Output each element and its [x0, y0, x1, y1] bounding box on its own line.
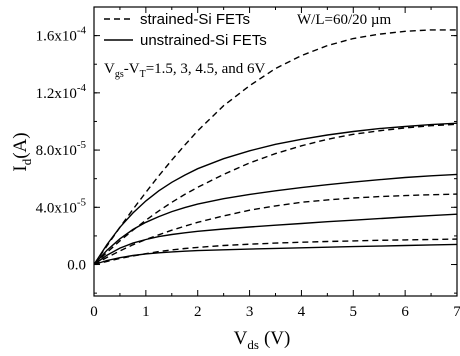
strained-curve-3 [93, 29, 457, 265]
legend: strained-Si FETs unstrained-Si FETs [104, 11, 267, 49]
unstrained-curve-4 [93, 243, 458, 266]
legend-label-strained: strained-Si FETs [140, 11, 250, 28]
unstrained-curve-6 [93, 173, 458, 265]
x-tick-label: 1 [142, 304, 150, 320]
y-tick-label: 4.0x10-5 [36, 196, 87, 216]
y-tick-label: 8.0x10-5 [36, 139, 87, 159]
y-axis-ticks: 0.0 4.0x10-5 8.0x10-5 1.2x10-4 1.6x10-4 [36, 6, 457, 294]
x-tick-label: 0 [90, 304, 98, 320]
strained-curve-0 [93, 238, 458, 266]
y-tick-label: 1.6x10-4 [36, 25, 87, 45]
x-tick-label: 5 [350, 304, 358, 320]
strained-curve-1 [93, 193, 458, 266]
geometry-annotation: W/L=60/20 µm [297, 12, 392, 28]
curves-layer [93, 29, 458, 266]
y-axis-label: Id(A) [10, 132, 34, 171]
y-tick-label: 0.0 [67, 258, 86, 274]
x-tick-label: 2 [194, 304, 202, 320]
bias-annotation: Vgs-VT=1.5, 3, 4.5, and 6V [104, 61, 266, 80]
unstrained-curve-5 [93, 213, 458, 266]
x-axis-label: Vds (V) [234, 328, 291, 352]
x-tick-label: 4 [298, 304, 306, 320]
x-tick-label: 3 [246, 304, 254, 320]
y-tick-label: 1.2x10-4 [36, 82, 87, 102]
unstrained-curve-7 [93, 122, 458, 265]
x-tick-label: 6 [401, 304, 409, 320]
x-axis-ticks: 0 1 2 3 4 5 6 7 [90, 7, 460, 320]
legend-label-unstrained: unstrained-Si FETs [140, 32, 267, 49]
x-tick-label: 7 [453, 304, 460, 320]
